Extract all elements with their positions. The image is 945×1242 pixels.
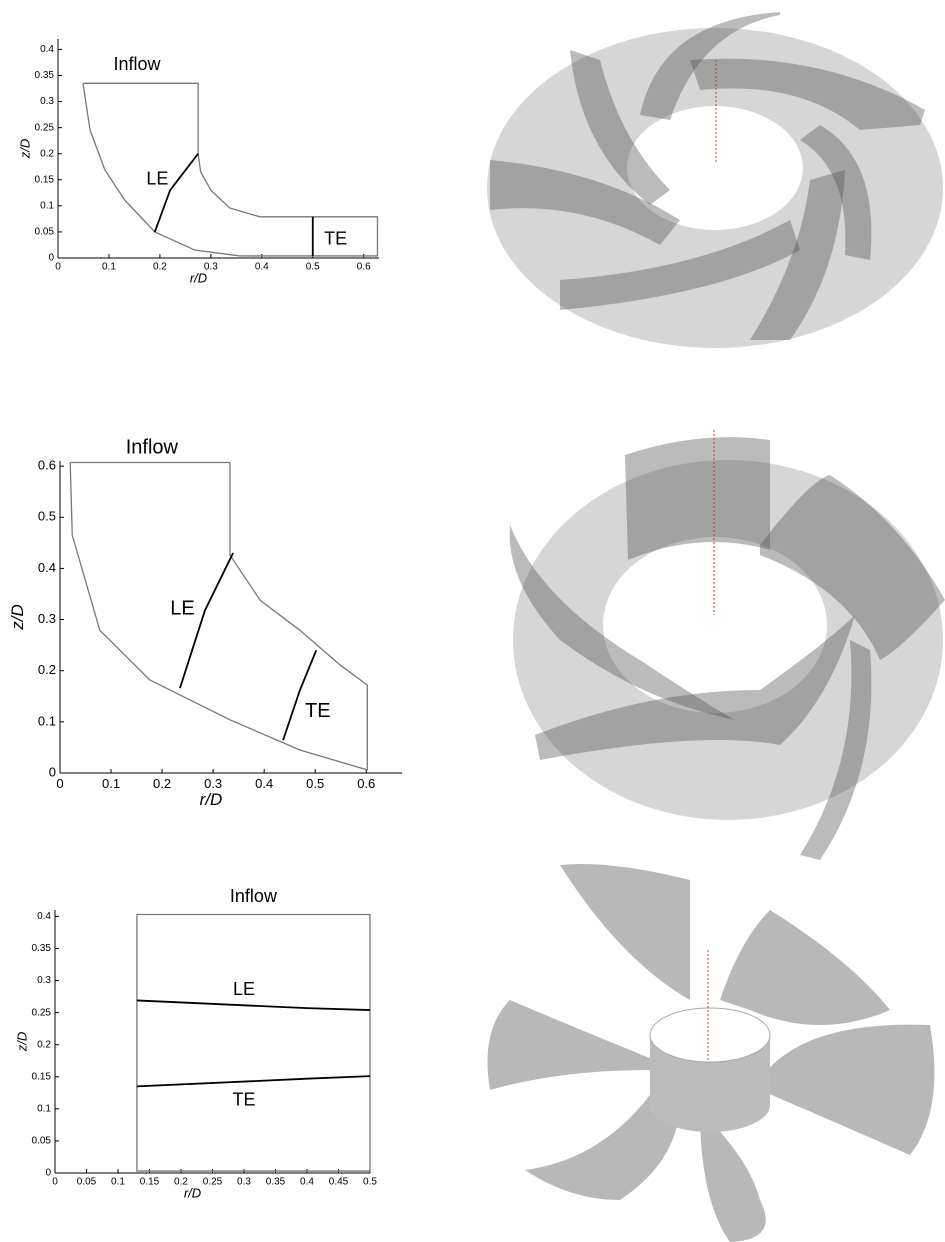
x-tick-label: 0.6 (357, 262, 371, 273)
y-tick-label: 0.4 (38, 560, 56, 575)
y-axis-label: z/D (8, 604, 27, 631)
y-tick-label: 0.05 (32, 1136, 52, 1147)
x-tick-label: 0.3 (204, 776, 222, 791)
curve (82, 82, 379, 257)
y-tick-label: 0.25 (35, 122, 55, 133)
x-tick-label: 0.05 (77, 1177, 97, 1188)
y-axis-label: z/D (14, 1032, 29, 1053)
x-tick-label: 0.1 (102, 262, 116, 273)
y-tick-label: 0.05 (35, 227, 55, 238)
curve (136, 913, 371, 1172)
x-tick-label: 0.1 (102, 776, 120, 791)
x-tick-label: 0.2 (153, 262, 167, 273)
annotation: LE (170, 598, 194, 620)
annotation: TE (305, 700, 331, 722)
y-tick-label: 0.1 (40, 200, 54, 211)
x-tick-label: 0.4 (300, 1177, 314, 1188)
x-tick-label: 0.4 (255, 262, 269, 273)
x-tick-label: 0.3 (237, 1177, 251, 1188)
annotation: TE (232, 1089, 255, 1109)
y-axis-label: z/D (17, 139, 32, 160)
annotation: LE (233, 979, 255, 999)
curve (136, 999, 371, 1011)
curve (179, 552, 234, 689)
y-tick-label: 0.5 (38, 509, 56, 524)
x-tick-label: 0.25 (203, 1177, 223, 1188)
annotation: Inflow (113, 54, 161, 74)
x-tick-label: 0.45 (329, 1177, 349, 1188)
x-tick-label: 0.3 (204, 262, 218, 273)
x-tick-label: 0.6 (357, 776, 375, 791)
curve (282, 649, 318, 741)
y-tick-label: 0.35 (35, 70, 55, 81)
y-tick-label: 0.15 (32, 1071, 52, 1082)
x-tick-label: 0.5 (306, 262, 320, 273)
y-tick-label: 0.3 (40, 96, 54, 107)
curve (136, 1075, 371, 1088)
annotation: Inflow (126, 436, 179, 458)
y-tick-label: 0.1 (37, 1103, 51, 1114)
x-tick-label: 0 (52, 1177, 58, 1188)
y-tick-label: 0.25 (32, 1007, 52, 1018)
y-tick-label: 0.1 (38, 713, 56, 728)
y-tick-label: 0.4 (37, 911, 51, 922)
propeller-render (487, 864, 935, 1242)
impeller-render-2 (509, 430, 945, 860)
y-tick-label: 0.2 (38, 662, 56, 677)
y-tick-label: 0.15 (35, 174, 55, 185)
y-tick-label: 0 (48, 253, 54, 264)
x-tick-label: 0.5 (363, 1177, 377, 1188)
y-tick-label: 0.2 (37, 1039, 51, 1050)
y-tick-label: 0.3 (38, 611, 56, 626)
y-tick-label: 0.4 (40, 44, 54, 55)
y-tick-label: 0 (49, 764, 56, 779)
x-tick-label: 0 (55, 262, 61, 273)
curve (153, 153, 199, 233)
x-tick-label: 0.2 (174, 1177, 188, 1188)
y-tick-label: 0 (45, 1168, 51, 1179)
x-tick-label: 0.4 (255, 776, 273, 791)
x-tick-label: 0.35 (266, 1177, 286, 1188)
curve (69, 461, 368, 771)
y-tick-label: 0.35 (32, 943, 52, 954)
x-tick-label: 0.5 (306, 776, 324, 791)
y-tick-label: 0.3 (37, 975, 51, 986)
x-axis-label: r/D (200, 790, 223, 809)
annotation: TE (324, 229, 347, 249)
y-tick-label: 0.6 (38, 458, 56, 473)
impeller-render-1 (487, 12, 943, 348)
x-axis-label: r/D (190, 270, 207, 285)
annotation: Inflow (230, 886, 278, 906)
x-tick-label: 0.15 (140, 1177, 160, 1188)
x-tick-label: 0.1 (111, 1177, 125, 1188)
x-tick-label: 0 (56, 776, 63, 791)
y-tick-label: 0.2 (40, 148, 54, 159)
annotation: LE (146, 169, 168, 189)
x-axis-label: r/D (184, 1185, 201, 1200)
x-tick-label: 0.2 (153, 776, 171, 791)
